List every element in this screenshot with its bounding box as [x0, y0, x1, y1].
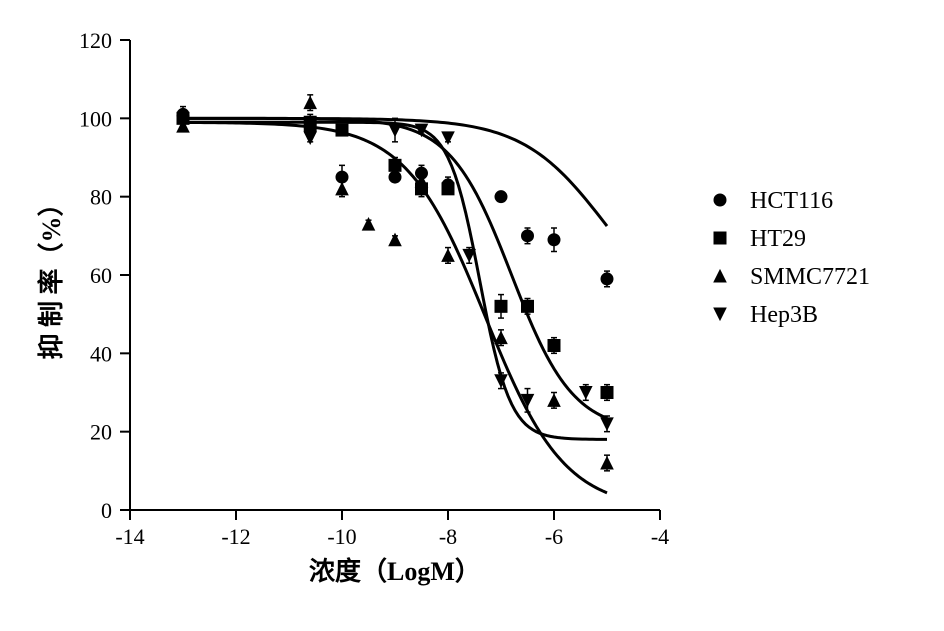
data-point	[580, 387, 592, 399]
data-point	[601, 273, 613, 285]
legend-label: HT29	[750, 226, 806, 252]
x-tick-label: -14	[115, 524, 144, 549]
data-point	[495, 300, 507, 312]
data-point	[522, 230, 534, 242]
x-tick-label: -4	[651, 524, 669, 549]
x-axis-title: 浓度（LogM）	[309, 556, 481, 586]
y-tick-label: 20	[90, 420, 112, 445]
y-tick-label: 100	[79, 106, 112, 131]
legend-label: HCT116	[750, 188, 833, 214]
y-axis-title: 抑 制 率（%）	[36, 190, 66, 359]
data-point	[304, 132, 316, 144]
data-point	[495, 332, 507, 344]
data-point	[363, 218, 375, 230]
y-tick-label: 120	[79, 28, 112, 53]
data-point	[548, 340, 560, 352]
data-point	[389, 234, 401, 246]
data-point	[522, 300, 534, 312]
data-point	[714, 194, 726, 206]
data-point	[548, 394, 560, 406]
data-point	[442, 249, 454, 261]
chart-svg: -14 -12 -10 -8 -6 -4 浓度（LogM） 0 20 40 60 80 100 120 抑 …	[0, 0, 944, 631]
data-point	[714, 232, 726, 244]
data-point	[601, 418, 613, 430]
x-tick-label: -6	[545, 524, 563, 549]
data-point	[714, 270, 726, 282]
y-tick-label: 40	[90, 341, 112, 366]
data-point	[442, 183, 454, 195]
data-point	[336, 183, 348, 195]
data-point	[601, 387, 613, 399]
x-tick-label: -12	[221, 524, 250, 549]
data-point	[548, 234, 560, 246]
x-tick-label: -8	[439, 524, 457, 549]
data-point	[442, 132, 454, 144]
data-point	[601, 457, 613, 469]
dose-response-chart: -14 -12 -10 -8 -6 -4 浓度（LogM） 0 20 40 60 80 100 120 抑 …	[0, 0, 944, 631]
data-point	[495, 191, 507, 203]
data-point	[389, 124, 401, 136]
y-tick-label: 0	[101, 498, 112, 523]
x-tick-label: -10	[327, 524, 356, 549]
legend-label: Hep3B	[750, 302, 818, 328]
y-tick-label: 60	[90, 263, 112, 288]
data-point	[304, 97, 316, 109]
legend-label: SMMC7721	[750, 264, 870, 290]
y-tick-label: 80	[90, 185, 112, 210]
data-point	[714, 308, 726, 320]
